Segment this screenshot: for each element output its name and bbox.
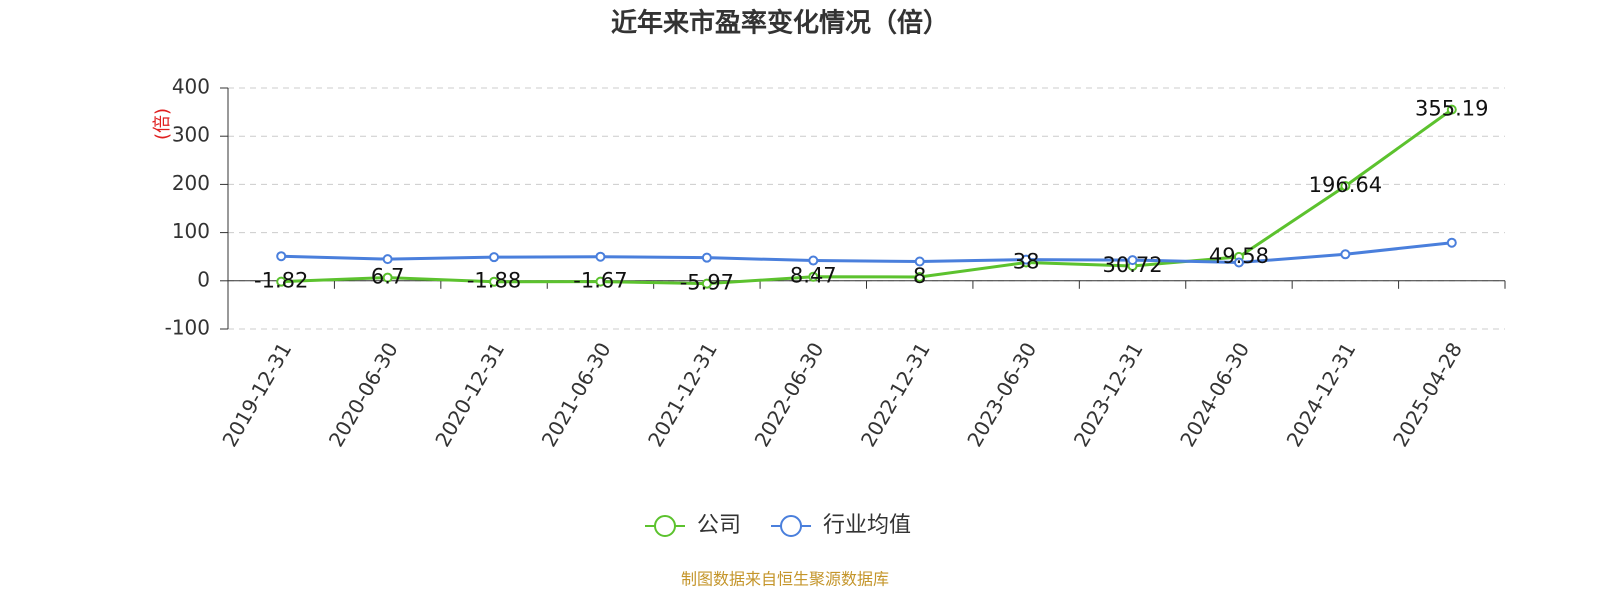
point: [276, 251, 287, 262]
x-tick-label: 2023-12-31: [1069, 338, 1148, 451]
point: [701, 252, 712, 263]
point: [914, 256, 925, 267]
data-label: 38: [1013, 249, 1040, 273]
point: [1340, 181, 1351, 192]
x-tick-label: 2022-12-31: [856, 338, 935, 451]
legend-marker: [654, 515, 676, 537]
y-axis-label: (倍): [152, 108, 173, 140]
point: [489, 276, 500, 287]
legend-label: 行业均值: [823, 513, 911, 538]
x-tick-label: 2020-12-31: [430, 338, 509, 451]
y-tick-label: -100: [165, 316, 210, 340]
y-tick-label: 300: [172, 123, 210, 147]
legend-label: 公司: [697, 513, 741, 538]
x-tick-label: 2020-06-30: [324, 338, 403, 451]
data-label: 49.58: [1209, 244, 1269, 268]
y-tick-label: 0: [197, 267, 210, 291]
point: [382, 254, 393, 265]
y-tick-label: 200: [172, 171, 210, 195]
y-tick-label: 400: [172, 75, 210, 99]
data-label: 30.72: [1102, 253, 1162, 277]
point: [1340, 249, 1351, 260]
point: [276, 276, 287, 287]
point: [1446, 104, 1457, 115]
y-tick-label: 100: [172, 219, 210, 243]
point: [382, 272, 393, 283]
point: [489, 252, 500, 263]
x-tick-label: 2021-12-31: [643, 338, 722, 451]
legend-marker: [780, 515, 803, 537]
data-label: -1.67: [573, 269, 627, 293]
x-tick-label: 2024-06-30: [1175, 338, 1254, 451]
x-tick-label: 2022-06-30: [749, 338, 828, 451]
point: [1127, 255, 1138, 266]
data-label: 8: [913, 264, 926, 288]
x-tick-label: 2019-12-31: [217, 338, 296, 451]
point: [1446, 237, 1457, 248]
point: [595, 276, 606, 287]
x-tick-label: 2023-06-30: [962, 338, 1041, 451]
x-tick-label: 2024-12-31: [1282, 338, 1361, 451]
point: [1233, 257, 1244, 268]
point: [595, 251, 606, 262]
series-line: [281, 108, 1453, 286]
data-label: -1.88: [467, 269, 521, 293]
source-note: 制图数据来自恒生聚源数据库: [681, 570, 889, 589]
data-label: -5.97: [680, 271, 734, 295]
data-label: -1.82: [254, 269, 308, 293]
series-line: [281, 241, 1452, 264]
x-tick-label: 2021-06-30: [537, 338, 616, 451]
data-label: 6.7: [371, 265, 404, 289]
point: [1021, 254, 1032, 265]
data-label: 355.19: [1415, 97, 1488, 121]
chart-title: 近年来市盈率变化情况（倍）: [611, 8, 949, 39]
data-label: 8.47: [790, 264, 837, 288]
point: [808, 271, 819, 282]
data-label: 196.64: [1309, 173, 1382, 197]
point: [808, 255, 819, 266]
point: [914, 271, 925, 282]
point: [701, 278, 712, 289]
x-tick-label: 2025-04-28: [1388, 338, 1467, 451]
